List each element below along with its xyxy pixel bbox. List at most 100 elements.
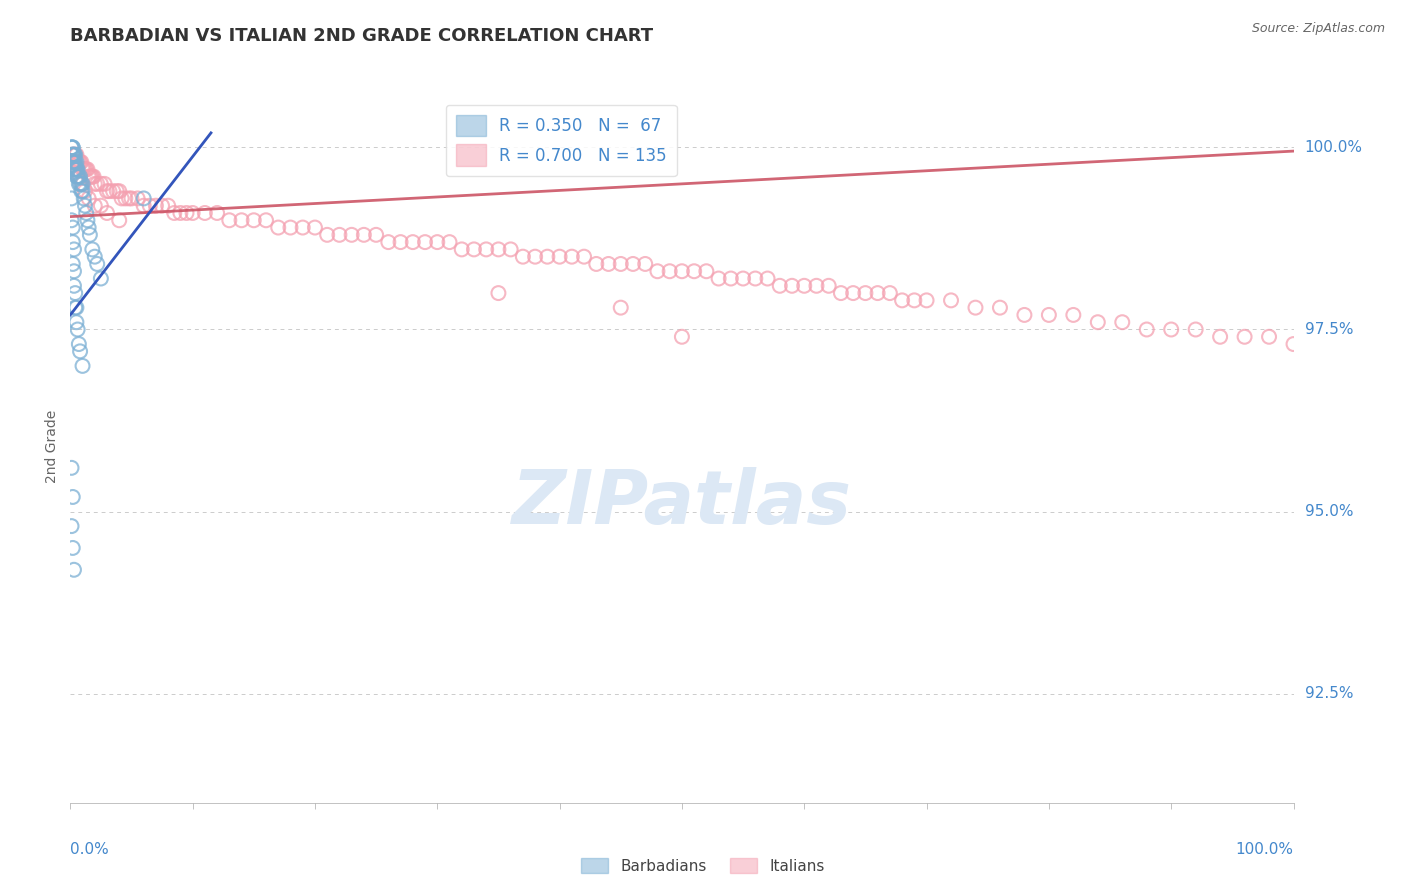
Point (63, 147, 86, 161)
Text: 92.5%: 92.5% (1305, 686, 1353, 701)
Point (66, 162, 89, 177)
Point (66, 169, 89, 184)
Point (73, 162, 96, 177)
Point (111, 191, 134, 205)
Point (65, 147, 87, 161)
Text: Source: ZipAtlas.com: Source: ZipAtlas.com (1251, 22, 1385, 36)
Point (62, 490, 84, 504)
Point (132, 191, 155, 205)
Point (439, 235, 461, 249)
Point (63, 301, 86, 315)
Point (75, 206, 97, 220)
Point (450, 243, 472, 257)
Point (67, 169, 90, 184)
Point (965, 301, 987, 315)
Point (73, 191, 96, 205)
Point (866, 286, 889, 301)
Point (63, 563, 86, 577)
Point (598, 257, 620, 271)
Point (855, 286, 877, 301)
Point (389, 235, 412, 249)
Point (67, 177, 90, 191)
Point (366, 227, 388, 242)
Point (63, 155, 86, 169)
Point (73, 199, 96, 213)
Point (1038, 308, 1060, 322)
Point (63, 155, 86, 169)
Point (69, 155, 91, 169)
Point (621, 257, 644, 271)
Point (73, 162, 96, 177)
Point (105, 184, 128, 198)
Point (108, 184, 131, 198)
Point (77, 169, 100, 184)
Point (63, 155, 86, 169)
Point (86, 257, 108, 271)
Point (280, 220, 302, 235)
Point (65, 155, 87, 169)
Point (402, 235, 425, 249)
Point (1184, 322, 1206, 336)
Point (62, 235, 84, 249)
Point (76, 213, 98, 227)
Point (915, 293, 938, 308)
Point (63, 264, 86, 278)
Point (93, 177, 115, 191)
Point (69, 169, 91, 184)
Point (62, 140, 84, 154)
Point (63, 147, 86, 161)
Point (62, 147, 84, 161)
Point (304, 220, 326, 235)
Point (90, 199, 112, 213)
Point (96, 206, 118, 220)
Point (205, 206, 228, 220)
Point (806, 278, 828, 293)
Point (77, 191, 100, 205)
Point (243, 213, 266, 227)
Point (475, 243, 498, 257)
Point (610, 301, 633, 315)
Point (610, 257, 633, 271)
Point (744, 271, 766, 285)
Point (891, 293, 914, 308)
Point (1233, 330, 1256, 344)
Point (1111, 315, 1133, 329)
Point (83, 250, 105, 264)
Text: 0.0%: 0.0% (70, 842, 110, 856)
Point (65, 301, 87, 315)
Point (66, 162, 89, 177)
Point (163, 206, 186, 220)
Point (1160, 322, 1182, 336)
Text: 97.5%: 97.5% (1305, 322, 1353, 337)
Point (83, 169, 105, 184)
Point (512, 250, 534, 264)
Point (69, 169, 91, 184)
Point (139, 199, 162, 213)
Point (63, 162, 86, 177)
Point (65, 169, 87, 184)
Point (79, 169, 101, 184)
Point (82, 243, 104, 257)
Point (463, 243, 485, 257)
Point (1014, 308, 1036, 322)
Point (75, 162, 97, 177)
Point (72, 177, 94, 191)
Point (536, 250, 558, 264)
Point (671, 330, 693, 344)
Point (72, 184, 94, 198)
Point (67, 337, 90, 351)
Point (683, 264, 706, 278)
Point (69, 344, 91, 359)
Point (66, 169, 89, 184)
Point (1282, 337, 1305, 351)
Point (65, 162, 87, 177)
Point (101, 184, 124, 198)
Point (69, 177, 91, 191)
Point (145, 199, 167, 213)
Point (66, 322, 89, 336)
Point (62, 140, 84, 154)
Text: BARBADIAN VS ITALIAN 2ND GRADE CORRELATION CHART: BARBADIAN VS ITALIAN 2ND GRADE CORRELATI… (70, 27, 654, 45)
Point (60, 140, 83, 154)
Point (72, 177, 94, 191)
Point (488, 286, 510, 301)
